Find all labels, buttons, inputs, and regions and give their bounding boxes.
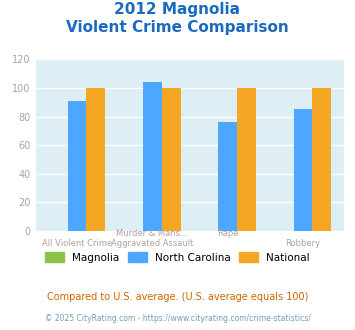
Bar [312, 88, 331, 231]
Legend: Magnolia, North Carolina, National: Magnolia, North Carolina, National [41, 248, 314, 267]
Text: Rape: Rape [217, 229, 238, 238]
Text: Violent Crime Comparison: Violent Crime Comparison [66, 20, 289, 35]
Text: Murder & Mans...: Murder & Mans... [116, 229, 188, 238]
Bar [67, 101, 86, 231]
Text: All Violent Crime: All Violent Crime [42, 239, 112, 248]
Text: Compared to U.S. average. (U.S. average equals 100): Compared to U.S. average. (U.S. average … [47, 292, 308, 302]
Text: Robbery: Robbery [285, 239, 321, 248]
Bar [162, 88, 180, 231]
Text: Aggravated Assault: Aggravated Assault [111, 239, 193, 248]
Text: 2012 Magnolia: 2012 Magnolia [115, 2, 240, 16]
Bar [143, 82, 162, 231]
Bar [86, 88, 105, 231]
Bar [218, 122, 237, 231]
Bar [294, 110, 312, 231]
Bar [237, 88, 256, 231]
Text: © 2025 CityRating.com - https://www.cityrating.com/crime-statistics/: © 2025 CityRating.com - https://www.city… [45, 314, 310, 323]
